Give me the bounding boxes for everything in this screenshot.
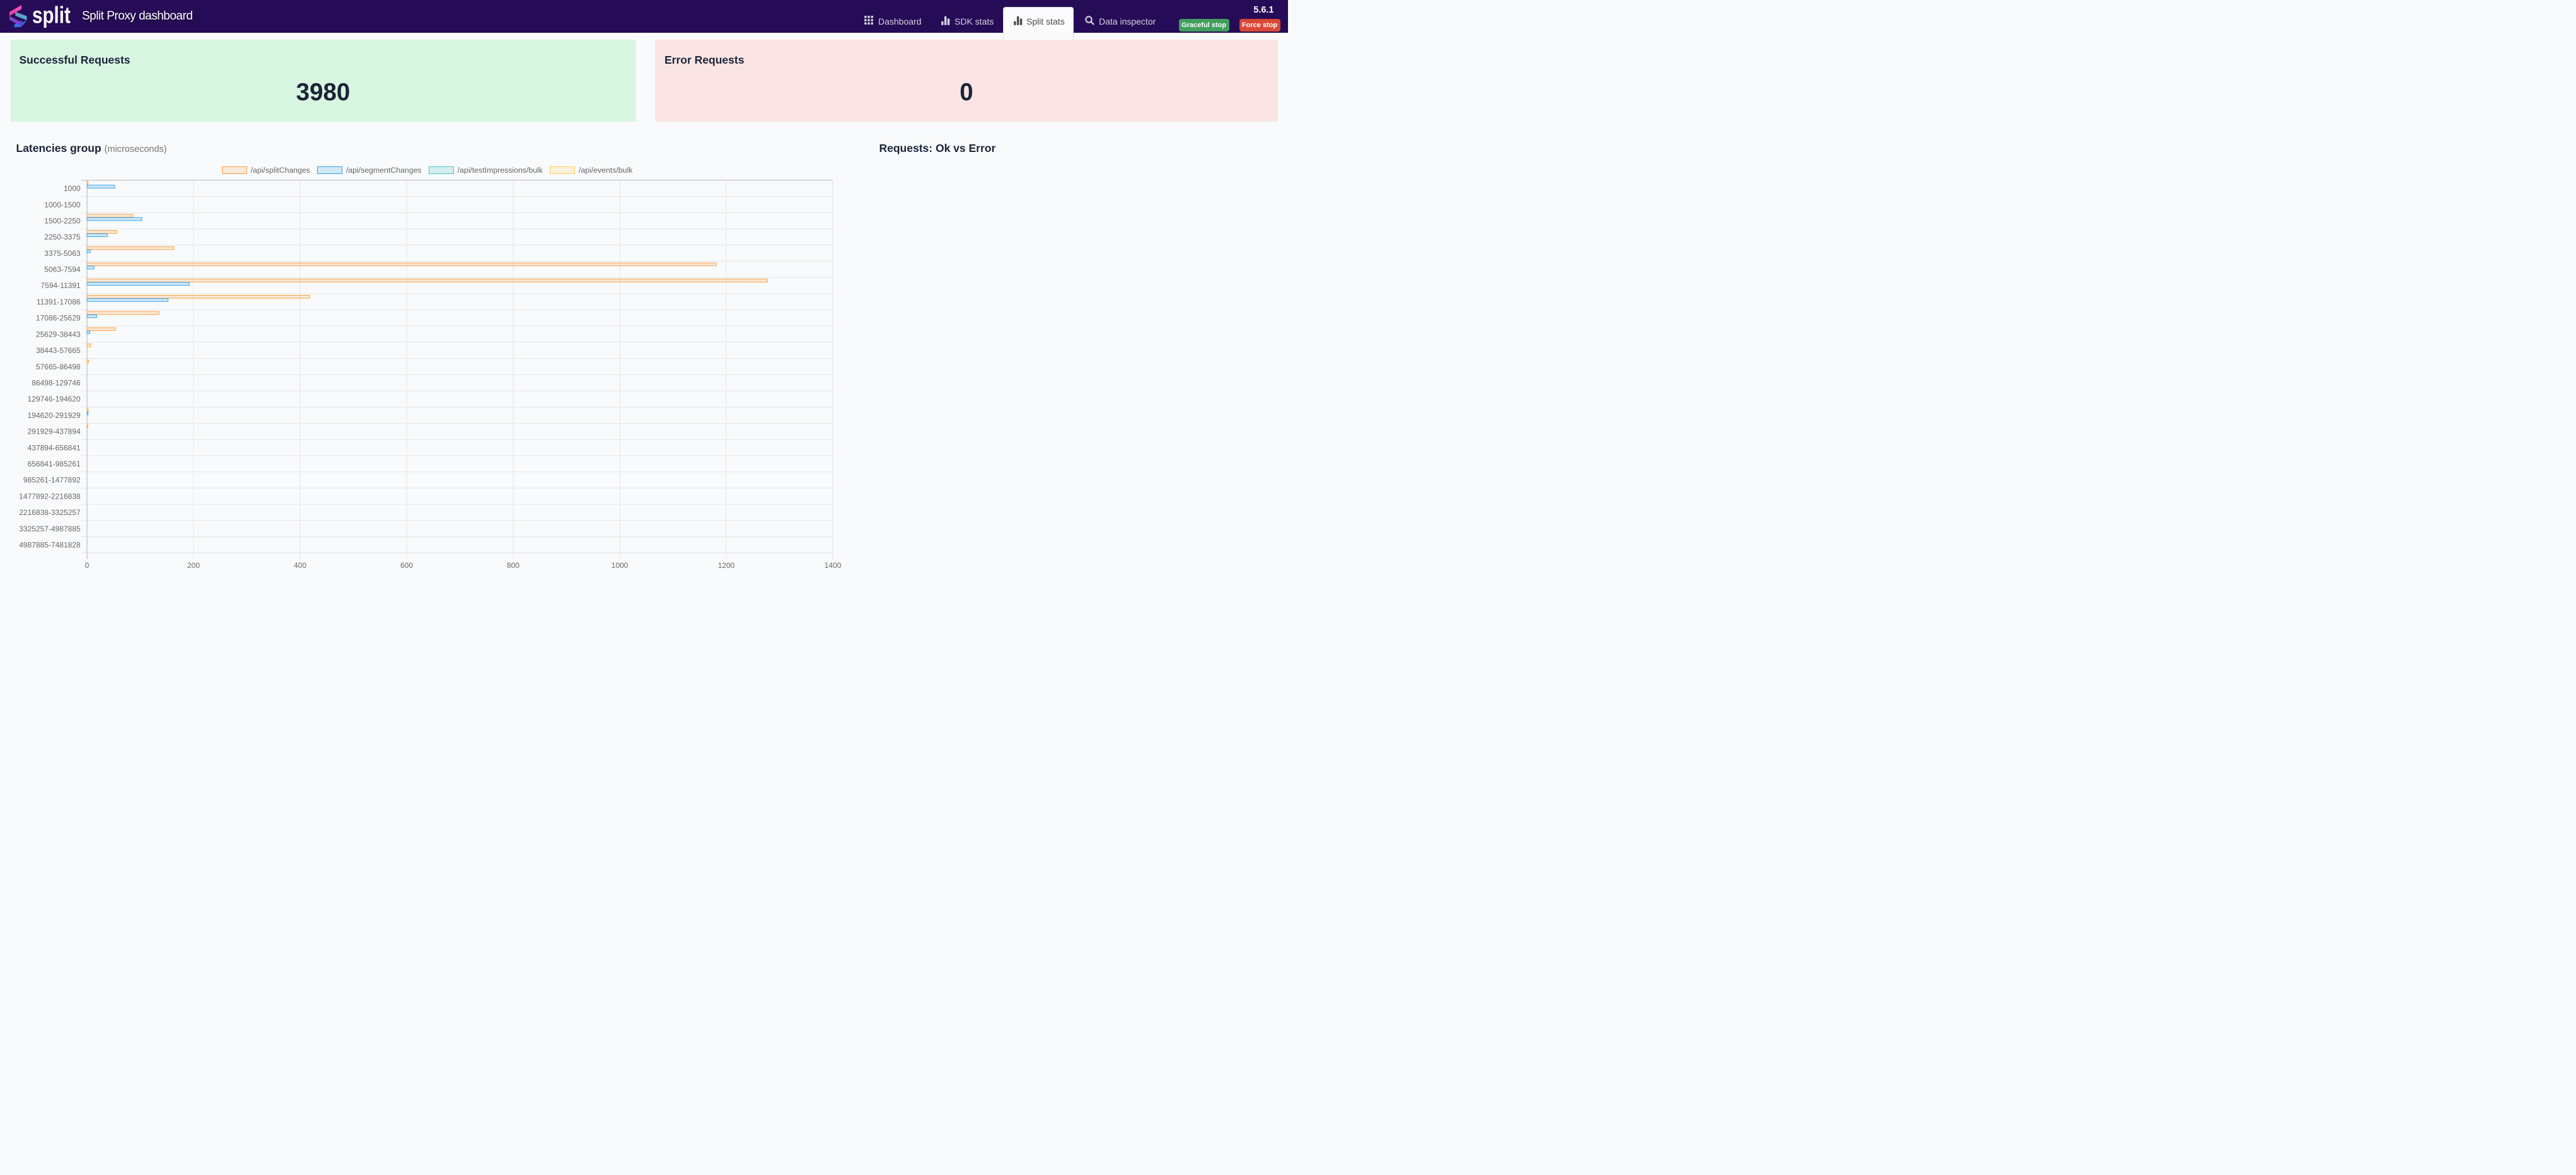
svg-text:4987885-7481828: 4987885-7481828	[19, 541, 81, 550]
svg-text:1000: 1000	[612, 561, 629, 570]
svg-text:1500-2250: 1500-2250	[44, 216, 81, 225]
svg-text:86498-129746: 86498-129746	[32, 379, 81, 388]
svg-text:129746-194620: 129746-194620	[28, 395, 81, 403]
svg-text:291929-437894: 291929-437894	[28, 427, 81, 436]
svg-text:1200: 1200	[718, 561, 735, 570]
svg-text:38443-57665: 38443-57665	[36, 346, 81, 355]
svg-text:437894-656841: 437894-656841	[28, 443, 81, 452]
svg-text:200: 200	[187, 561, 200, 570]
svg-text:1477892-2216838: 1477892-2216838	[19, 492, 81, 501]
svg-text:3375-5063: 3375-5063	[44, 249, 81, 258]
svg-text:656841-985261: 656841-985261	[28, 460, 81, 468]
svg-text:2216838-3325257: 2216838-3325257	[19, 508, 81, 517]
svg-text:2250-3375: 2250-3375	[44, 233, 81, 241]
svg-text:800: 800	[507, 561, 519, 570]
svg-text:985261-1477892: 985261-1477892	[23, 476, 81, 485]
svg-text:7594-11391: 7594-11391	[41, 281, 81, 290]
svg-text:0: 0	[85, 561, 90, 570]
svg-text:1000: 1000	[64, 184, 81, 193]
svg-text:400: 400	[294, 561, 306, 570]
svg-text:17086-25629: 17086-25629	[36, 314, 81, 323]
svg-text:split: split	[32, 3, 71, 28]
svg-text:11391-17086: 11391-17086	[37, 298, 81, 306]
svg-text:194620-291929: 194620-291929	[28, 411, 81, 420]
svg-text:25629-38443: 25629-38443	[36, 330, 81, 339]
svg-text:3325257-4987885: 3325257-4987885	[19, 524, 81, 533]
svg-text:600: 600	[400, 561, 413, 570]
svg-text:1400: 1400	[825, 561, 842, 570]
svg-text:5063-7594: 5063-7594	[44, 265, 81, 274]
svg-text:1000-1500: 1000-1500	[44, 200, 81, 209]
svg-text:57665-86498: 57665-86498	[36, 362, 81, 371]
